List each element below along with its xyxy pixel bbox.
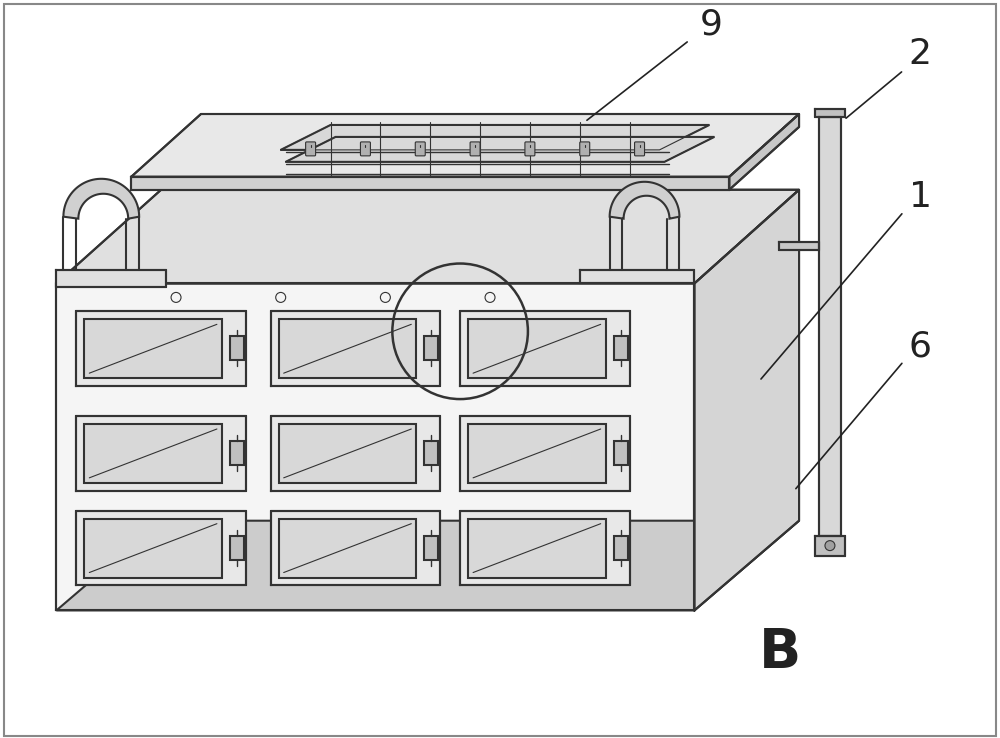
Polygon shape	[131, 177, 729, 190]
Polygon shape	[614, 441, 628, 465]
Polygon shape	[424, 337, 438, 360]
Polygon shape	[779, 241, 819, 249]
Polygon shape	[468, 519, 606, 578]
Polygon shape	[815, 536, 845, 556]
Polygon shape	[56, 269, 166, 287]
FancyBboxPatch shape	[635, 142, 645, 156]
Polygon shape	[84, 320, 222, 378]
Polygon shape	[281, 125, 709, 150]
Text: B: B	[759, 627, 801, 680]
Text: 6: 6	[909, 329, 932, 363]
FancyBboxPatch shape	[470, 142, 480, 156]
Text: 2: 2	[909, 37, 932, 71]
Polygon shape	[84, 424, 222, 483]
Polygon shape	[286, 137, 714, 162]
Polygon shape	[819, 117, 841, 536]
Polygon shape	[76, 416, 246, 491]
Polygon shape	[230, 337, 244, 360]
Polygon shape	[460, 311, 630, 386]
Polygon shape	[468, 320, 606, 378]
Polygon shape	[56, 283, 694, 610]
Polygon shape	[84, 519, 222, 578]
FancyBboxPatch shape	[306, 142, 316, 156]
Polygon shape	[56, 190, 799, 283]
Polygon shape	[279, 519, 416, 578]
Polygon shape	[460, 511, 630, 585]
Polygon shape	[424, 441, 438, 465]
Polygon shape	[460, 416, 630, 491]
Polygon shape	[271, 416, 440, 491]
Text: 9: 9	[699, 7, 722, 41]
Polygon shape	[131, 114, 799, 177]
Polygon shape	[815, 109, 845, 117]
Polygon shape	[271, 511, 440, 585]
Polygon shape	[424, 536, 438, 559]
Polygon shape	[610, 182, 679, 218]
Polygon shape	[729, 114, 799, 190]
FancyBboxPatch shape	[360, 142, 370, 156]
FancyBboxPatch shape	[415, 142, 425, 156]
Polygon shape	[230, 536, 244, 559]
Polygon shape	[614, 536, 628, 559]
FancyBboxPatch shape	[580, 142, 590, 156]
Polygon shape	[230, 441, 244, 465]
Polygon shape	[76, 311, 246, 386]
Polygon shape	[271, 311, 440, 386]
Circle shape	[825, 541, 835, 551]
Polygon shape	[614, 337, 628, 360]
Polygon shape	[63, 179, 139, 218]
Polygon shape	[279, 320, 416, 378]
Polygon shape	[76, 511, 246, 585]
Polygon shape	[56, 521, 799, 610]
Polygon shape	[279, 424, 416, 483]
Polygon shape	[468, 424, 606, 483]
Polygon shape	[580, 269, 694, 283]
Text: 1: 1	[909, 180, 932, 214]
Polygon shape	[694, 190, 799, 610]
FancyBboxPatch shape	[525, 142, 535, 156]
